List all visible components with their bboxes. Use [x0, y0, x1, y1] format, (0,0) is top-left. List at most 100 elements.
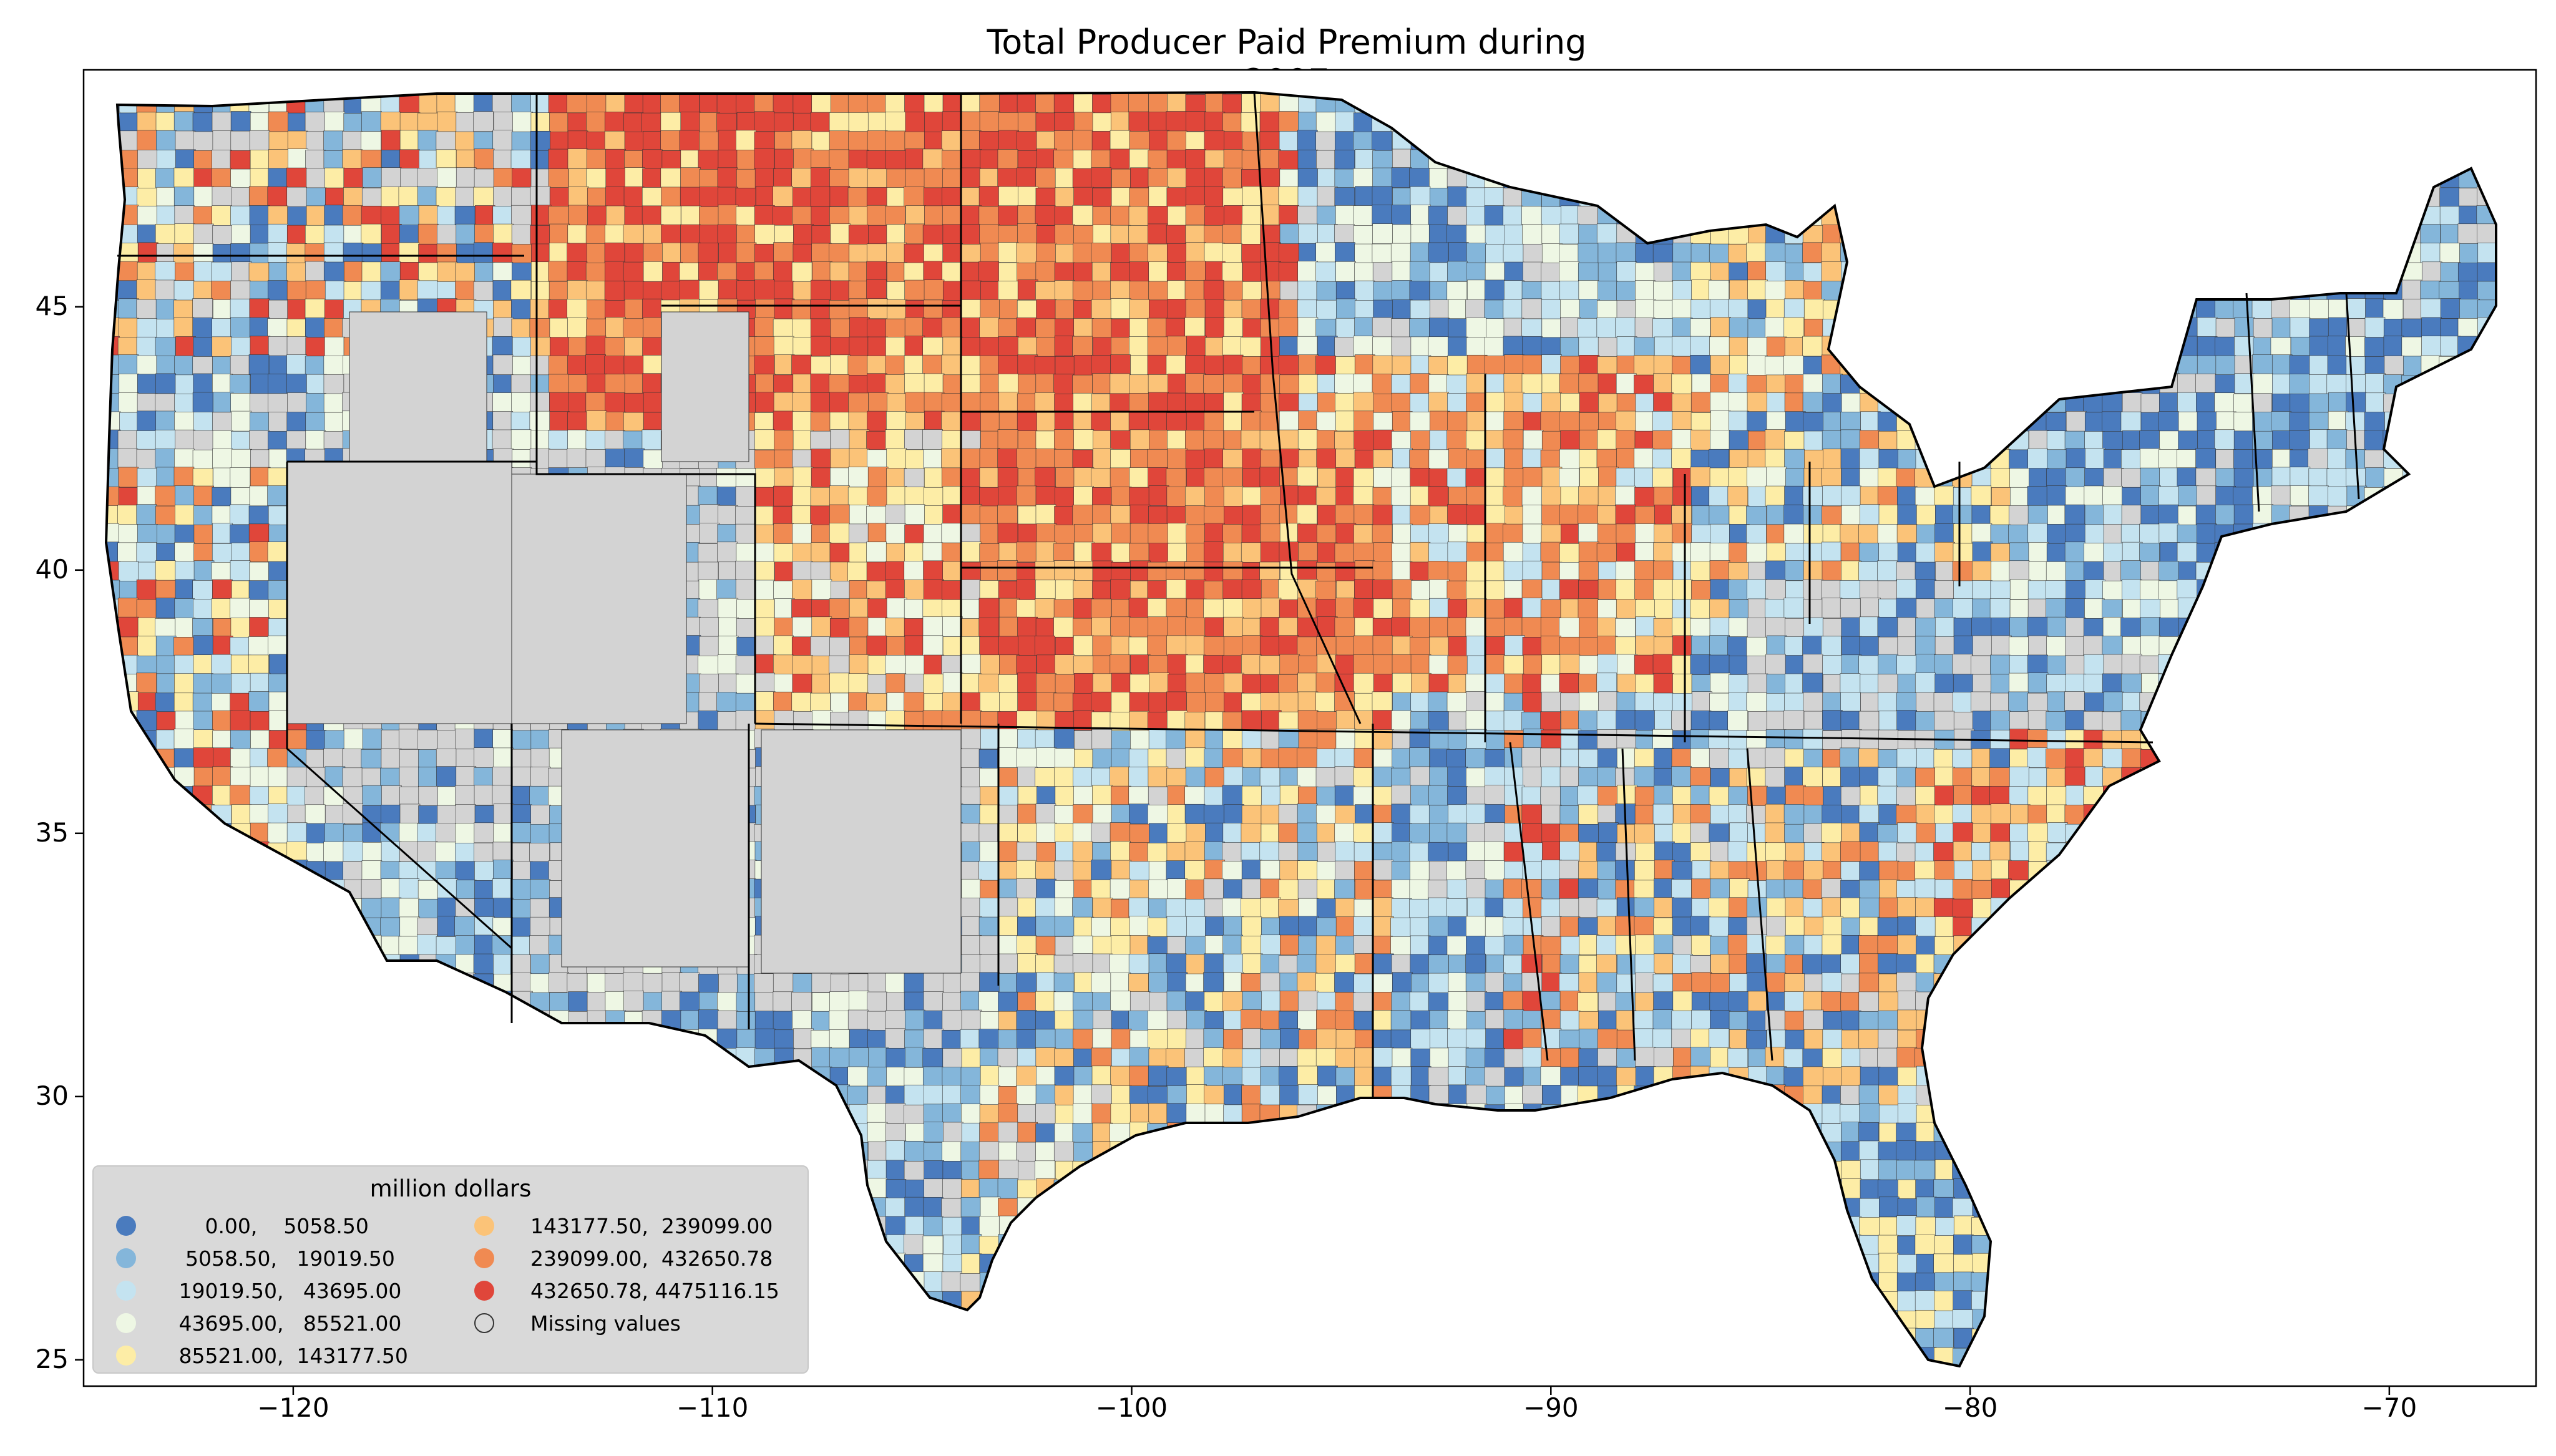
county-cell: [1129, 281, 1150, 302]
county-cell: [810, 636, 831, 657]
county-cell: [979, 111, 1000, 132]
county-cell: [2327, 355, 2348, 376]
county-cell: [1035, 167, 1056, 188]
county-cell: [175, 149, 196, 170]
county-cell: [1242, 261, 1263, 283]
county-cell: [1654, 785, 1674, 806]
county-cell: [979, 580, 1000, 601]
county-cell: [1129, 299, 1150, 320]
county-cell: [324, 112, 345, 132]
county-cell: [1110, 449, 1131, 470]
county-cell: [1147, 635, 1168, 656]
county-cell: [1373, 654, 1394, 676]
county-cell: [962, 149, 982, 170]
county-cell: [268, 393, 288, 414]
county-cell: [793, 337, 814, 357]
county-cell: [1429, 749, 1450, 769]
county-cell: [248, 580, 270, 601]
county-cell: [1896, 468, 1916, 489]
county-cell: [793, 112, 814, 133]
county-cell: [380, 261, 401, 282]
county-cell: [249, 617, 270, 638]
county-cell: [1055, 280, 1075, 301]
county-cell: [718, 636, 739, 657]
county-cell: [1803, 805, 1825, 825]
county-cell: [2308, 468, 2329, 489]
county-cell: [230, 504, 251, 525]
county-cell: [1672, 280, 1694, 301]
county-cell: [2252, 486, 2273, 507]
county-cell: [2459, 298, 2480, 319]
county-cell: [1223, 486, 1244, 507]
county-cell: [1241, 542, 1262, 563]
county-cell: [885, 337, 906, 357]
county-cell: [735, 486, 756, 507]
county-cell: [1203, 636, 1224, 657]
county-cell: [2008, 505, 2029, 526]
county-cell: [1728, 562, 1749, 583]
county-cell: [437, 167, 457, 188]
county-cell: [1167, 804, 1188, 825]
county-cell: [492, 729, 513, 750]
county-cell: [1278, 803, 1299, 825]
county-cell: [2084, 598, 2105, 619]
county-cell: [1859, 448, 1880, 469]
county-cell: [999, 692, 1020, 713]
county-cell: [643, 131, 663, 152]
county-cell: [305, 112, 326, 133]
county-cell: [698, 280, 719, 301]
county-cell: [1447, 655, 1468, 676]
county-cell: [193, 131, 214, 152]
county-cell: [1055, 168, 1076, 188]
county-cell: [2346, 298, 2367, 319]
county-cell: [1765, 599, 1786, 619]
county-cell: [2197, 430, 2218, 451]
county-cell: [924, 167, 945, 188]
county-cell: [1316, 562, 1337, 583]
county-cell: [548, 148, 569, 170]
county-cell: [2120, 710, 2142, 730]
county-cell: [1654, 768, 1675, 789]
county-cell: [1821, 541, 1842, 563]
county-cell: [1765, 803, 1786, 825]
county-cell: [2139, 430, 2160, 451]
county-cell: [1785, 655, 1806, 676]
county-cell: [587, 374, 608, 394]
county-cell: [1315, 692, 1336, 713]
county-cell: [1091, 767, 1112, 789]
county-cell: [2326, 429, 2348, 450]
county-cell: [2102, 711, 2123, 732]
county-cell: [885, 504, 906, 525]
county-cell: [886, 468, 907, 488]
county-cell: [867, 486, 887, 507]
county-cell: [2177, 542, 2198, 563]
county-cell: [212, 693, 232, 714]
county-cell: [1783, 598, 1805, 618]
county-cell: [1634, 337, 1655, 358]
county-cell: [1541, 487, 1562, 507]
county-cell: [1522, 523, 1543, 545]
county-cell: [1485, 618, 1505, 639]
county-cell: [530, 112, 552, 133]
county-cell: [1092, 804, 1113, 825]
county-cell: [1018, 468, 1038, 489]
county-cell: [287, 805, 308, 825]
county-cell: [736, 599, 757, 620]
county-cell: [1747, 279, 1768, 301]
county-cell: [248, 523, 270, 545]
county-cell: [773, 691, 794, 712]
county-cell: [362, 785, 383, 806]
county-cell: [512, 449, 533, 470]
county-cell: [829, 374, 849, 395]
county-cell: [1297, 636, 1318, 658]
county-cell: [1017, 430, 1038, 451]
county-cell: [1503, 318, 1524, 339]
county-cell: [248, 654, 269, 676]
county-cell: [1953, 580, 1974, 601]
county-cell: [436, 131, 457, 152]
county-cell: [960, 673, 982, 694]
county-cell: [2009, 487, 2031, 508]
county-cell: [1110, 579, 1131, 600]
county-cell: [2084, 654, 2105, 675]
county-cell: [1802, 654, 1823, 675]
